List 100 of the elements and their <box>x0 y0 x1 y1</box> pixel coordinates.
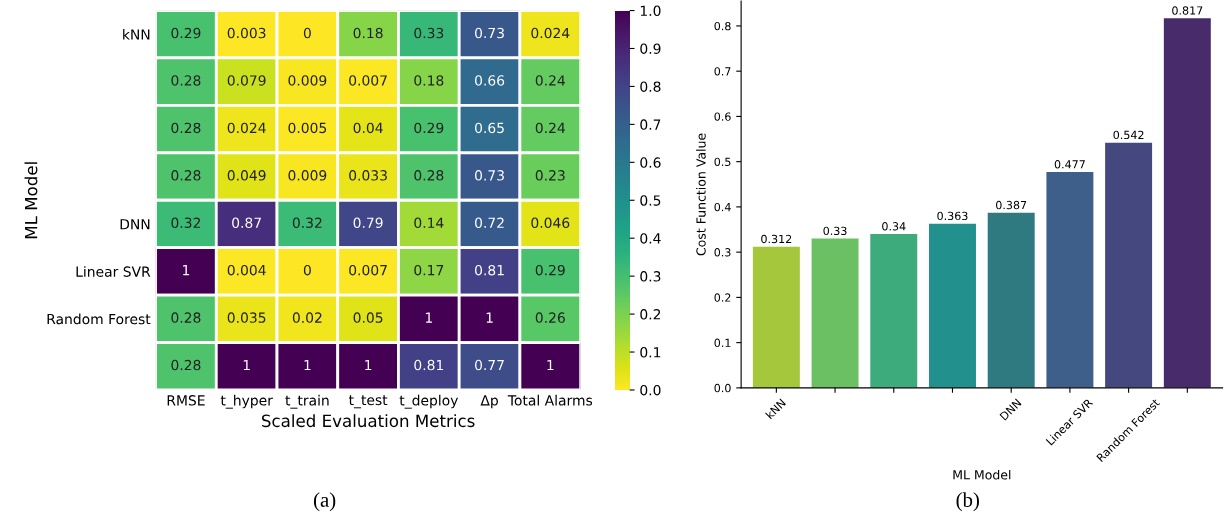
data-label: 0.007 <box>349 264 387 276</box>
data-label: 0.004 <box>227 264 266 276</box>
data-label: 0.024 <box>531 27 570 39</box>
y-tick-label: Linear SVR <box>76 266 151 277</box>
data-label: 0.02 <box>292 312 322 323</box>
data-label: 0.26 <box>535 312 565 323</box>
data-label: 0.17 <box>414 264 444 276</box>
data-label: 0.23 <box>535 170 565 181</box>
color-bar-label: 0.0 <box>640 384 661 396</box>
y-tick-label: 0.2 <box>714 293 731 302</box>
data-label: 0.33 <box>414 27 444 39</box>
data-label: 0.81 <box>475 264 504 276</box>
data-label: 0.005 <box>288 122 327 134</box>
data-label: 0.049 <box>227 170 266 181</box>
data-label: 0.312 <box>761 234 792 244</box>
x-tick-label: t_deploy <box>399 394 458 409</box>
y-axis-title: ML Model <box>24 162 38 239</box>
data-label: 1 <box>365 359 372 371</box>
data-label: 0.87 <box>232 217 261 228</box>
data-label: 0.29 <box>171 27 201 39</box>
bar <box>1046 172 1094 388</box>
y-tick-label: 0.6 <box>714 112 731 121</box>
y-tick-label: DNN <box>120 219 150 230</box>
data-label: 0 <box>303 264 311 276</box>
data-label: 0.32 <box>171 217 201 228</box>
x-axis-title: Scaled Evaluation Metrics <box>261 414 475 428</box>
data-label: 0.079 <box>227 75 266 86</box>
data-label: 0.73 <box>475 27 504 39</box>
data-label: 0 <box>303 27 311 39</box>
data-label: 1 <box>547 359 554 371</box>
data-label: 0.24 <box>535 75 565 86</box>
color-bar-label: 0.5 <box>640 195 661 206</box>
data-label: 0.81 <box>414 359 444 371</box>
y-tick-label: 0.8 <box>714 21 731 31</box>
data-label: 0.34 <box>882 222 906 231</box>
data-label: 0.007 <box>349 75 387 86</box>
data-label: 0.009 <box>288 170 327 181</box>
data-label: 0.66 <box>475 75 505 86</box>
x-tick-label: t_train <box>285 394 329 409</box>
data-label: 0.817 <box>1172 6 1203 15</box>
data-label: 0.04 <box>353 122 383 134</box>
x-tick-label: Δp <box>480 395 498 409</box>
data-label: 0.73 <box>475 170 504 181</box>
data-label: 0.28 <box>171 312 201 323</box>
color-bar-label: 1.0 <box>640 5 661 17</box>
color-bar-label: 0.1 <box>640 347 661 358</box>
color-bar-label: 0.4 <box>640 233 661 244</box>
color-bar-label: 0.3 <box>640 271 661 282</box>
data-label: 0.033 <box>349 170 387 181</box>
color-bar-label: 0.6 <box>640 157 661 168</box>
text: (a) <box>313 492 336 512</box>
data-label: 0.046 <box>531 217 570 228</box>
data-label: 0.77 <box>475 359 504 371</box>
data-label: 0.29 <box>535 264 565 276</box>
data-label: 0.33 <box>823 226 847 236</box>
y-tick-label: 0.3 <box>714 248 731 257</box>
y-axis-title: Cost Function Value <box>696 133 706 256</box>
bar <box>1105 142 1153 388</box>
data-label: 0.28 <box>414 170 444 181</box>
data-label: 0.542 <box>1113 130 1144 140</box>
bar <box>811 238 859 388</box>
data-label: 0.363 <box>937 211 968 221</box>
data-label: 1 <box>243 359 250 371</box>
x-axis-title: ML Model <box>953 469 1011 480</box>
y-tick-label: 0.1 <box>714 338 731 348</box>
y-tick-label: 0.5 <box>714 157 731 167</box>
data-label: 0.009 <box>288 75 327 86</box>
bar <box>987 212 1035 388</box>
data-label: 0.05 <box>353 312 383 323</box>
color-bar-label: 0.7 <box>640 119 661 130</box>
data-label: 0.28 <box>171 359 201 371</box>
data-label: 0.24 <box>535 122 565 134</box>
y-tick-label: 0.0 <box>714 383 731 393</box>
data-label: 0.024 <box>227 122 266 134</box>
data-label: 0.387 <box>996 200 1027 210</box>
data-label: 0.28 <box>171 122 201 134</box>
y-tick-label: 0.4 <box>714 202 731 212</box>
data-label: 0.18 <box>414 75 444 86</box>
bar <box>1163 18 1211 388</box>
data-label: 0.79 <box>353 217 383 228</box>
y-tick-label: 0.7 <box>714 67 731 76</box>
bar <box>870 234 918 388</box>
data-label: 0.035 <box>227 312 266 323</box>
data-label: 1 <box>304 359 311 371</box>
y-tick-label: Random Forest <box>47 313 151 325</box>
data-label: 0.28 <box>171 75 201 86</box>
color-bar-label: 0.2 <box>640 309 661 320</box>
x-tick-label: t_hyper <box>220 394 273 409</box>
data-label: 0.32 <box>292 217 322 228</box>
x-tick-label: t_test <box>348 395 388 409</box>
data-label: 1 <box>486 312 493 323</box>
text: (b) <box>956 492 979 512</box>
color-bar-label: 0.8 <box>640 81 661 92</box>
data-label: 0.18 <box>353 27 383 39</box>
data-label: 0.477 <box>1054 160 1085 169</box>
bar <box>752 246 800 388</box>
data-label: 0.65 <box>475 122 504 134</box>
x-tick-label: Total Alarms <box>507 394 593 406</box>
data-label: 0.28 <box>171 170 201 181</box>
data-label: 1 <box>425 312 432 323</box>
